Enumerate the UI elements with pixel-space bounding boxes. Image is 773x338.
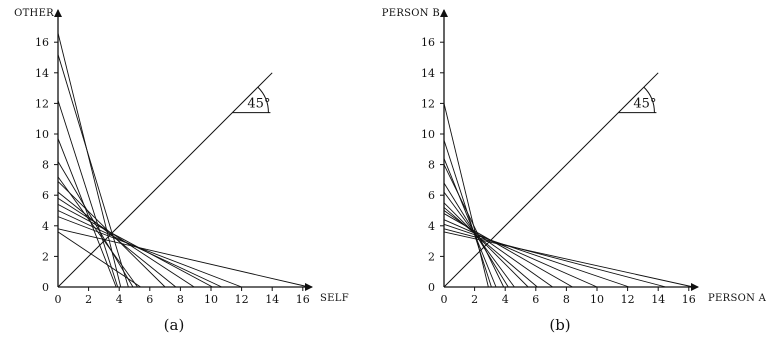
budget-line (443, 164, 505, 288)
x-tick-label: 2 (85, 293, 92, 306)
budget-line (443, 210, 553, 288)
y-tick-label: 16 (421, 36, 435, 49)
x-tick-label: 6 (146, 293, 153, 306)
y-tick-label: 12 (421, 97, 435, 110)
budget-line (443, 223, 630, 288)
y-tick-label: 12 (35, 97, 49, 110)
x-tick-label: 4 (116, 293, 123, 306)
angle-arc (257, 86, 269, 113)
x-tick-label: 14 (265, 293, 279, 306)
x-tick-label: 10 (204, 293, 218, 306)
y-tick-label: 6 (428, 189, 435, 202)
y-tick-label: 0 (42, 281, 49, 294)
diagonal-45-line (57, 72, 273, 288)
budget-line (443, 103, 489, 288)
x-tick-label: 6 (532, 293, 539, 306)
panel-a: 0 2 4 6 8 10 12 14 16 0 2 4 6 8 10 12 14 16 OTHER SELF 45° (a… (14, 8, 349, 334)
x-tick-label: 4 (502, 293, 509, 306)
x-tick-label: 12 (621, 293, 635, 306)
budget-line (57, 54, 129, 288)
x-axis-label: PERSON A (708, 293, 767, 304)
budget-line (57, 210, 222, 288)
budget-line (57, 231, 141, 288)
y-tick-label: 2 (428, 250, 435, 263)
budget-line (57, 216, 242, 288)
y-tick-label: 14 (35, 67, 49, 80)
budget-line (443, 231, 694, 288)
panel-caption: (b) (549, 316, 570, 334)
panel-b: 0 2 4 6 8 10 12 14 16 0 2 4 6 8 10 12 14 16 PERSON B PERSON… (382, 8, 767, 334)
y-tick-label: 8 (428, 159, 435, 172)
x-tick-label: 16 (682, 293, 696, 306)
x-tick-label: 8 (177, 293, 184, 306)
budget-line (57, 203, 213, 288)
budget-line (443, 228, 666, 288)
budget-line (57, 181, 166, 288)
y-tick-label: 6 (42, 189, 49, 202)
x-tick-label: 2 (471, 293, 478, 306)
budget-line (443, 213, 573, 288)
x-axis-label: SELF (320, 293, 349, 304)
y-tick-label: 0 (428, 281, 435, 294)
budget-line (57, 138, 117, 288)
x-tick-label: 14 (651, 293, 665, 306)
x-tick-label: 12 (235, 293, 249, 306)
budget-line (57, 100, 119, 288)
y-axis-label: OTHER (14, 8, 54, 19)
x-tick-label: 10 (590, 293, 604, 306)
y-tick-label: 4 (42, 220, 49, 233)
x-tick-label: 0 (441, 293, 448, 306)
angle-label: 45° (247, 97, 270, 112)
y-tick-label: 16 (35, 36, 49, 49)
budget-line (443, 158, 497, 288)
y-axis-label: PERSON B (382, 8, 440, 19)
angle-arc (643, 86, 655, 113)
angle-label: 45° (633, 97, 656, 112)
budget-line (57, 228, 310, 288)
y-tick-label: 2 (42, 250, 49, 263)
x-tick-label: 8 (563, 293, 570, 306)
diagonal-45-line (443, 72, 659, 288)
budget-line (443, 219, 598, 288)
budget-line (443, 207, 538, 288)
budget-line (57, 32, 122, 288)
panel-caption: (a) (164, 316, 185, 334)
y-tick-label: 14 (421, 67, 435, 80)
y-tick-label: 10 (35, 128, 49, 141)
y-tick-label: 4 (428, 220, 435, 233)
y-tick-label: 10 (421, 128, 435, 141)
x-tick-label: 16 (296, 293, 310, 306)
y-tick-label: 8 (42, 159, 49, 172)
x-tick-label: 0 (55, 293, 62, 306)
